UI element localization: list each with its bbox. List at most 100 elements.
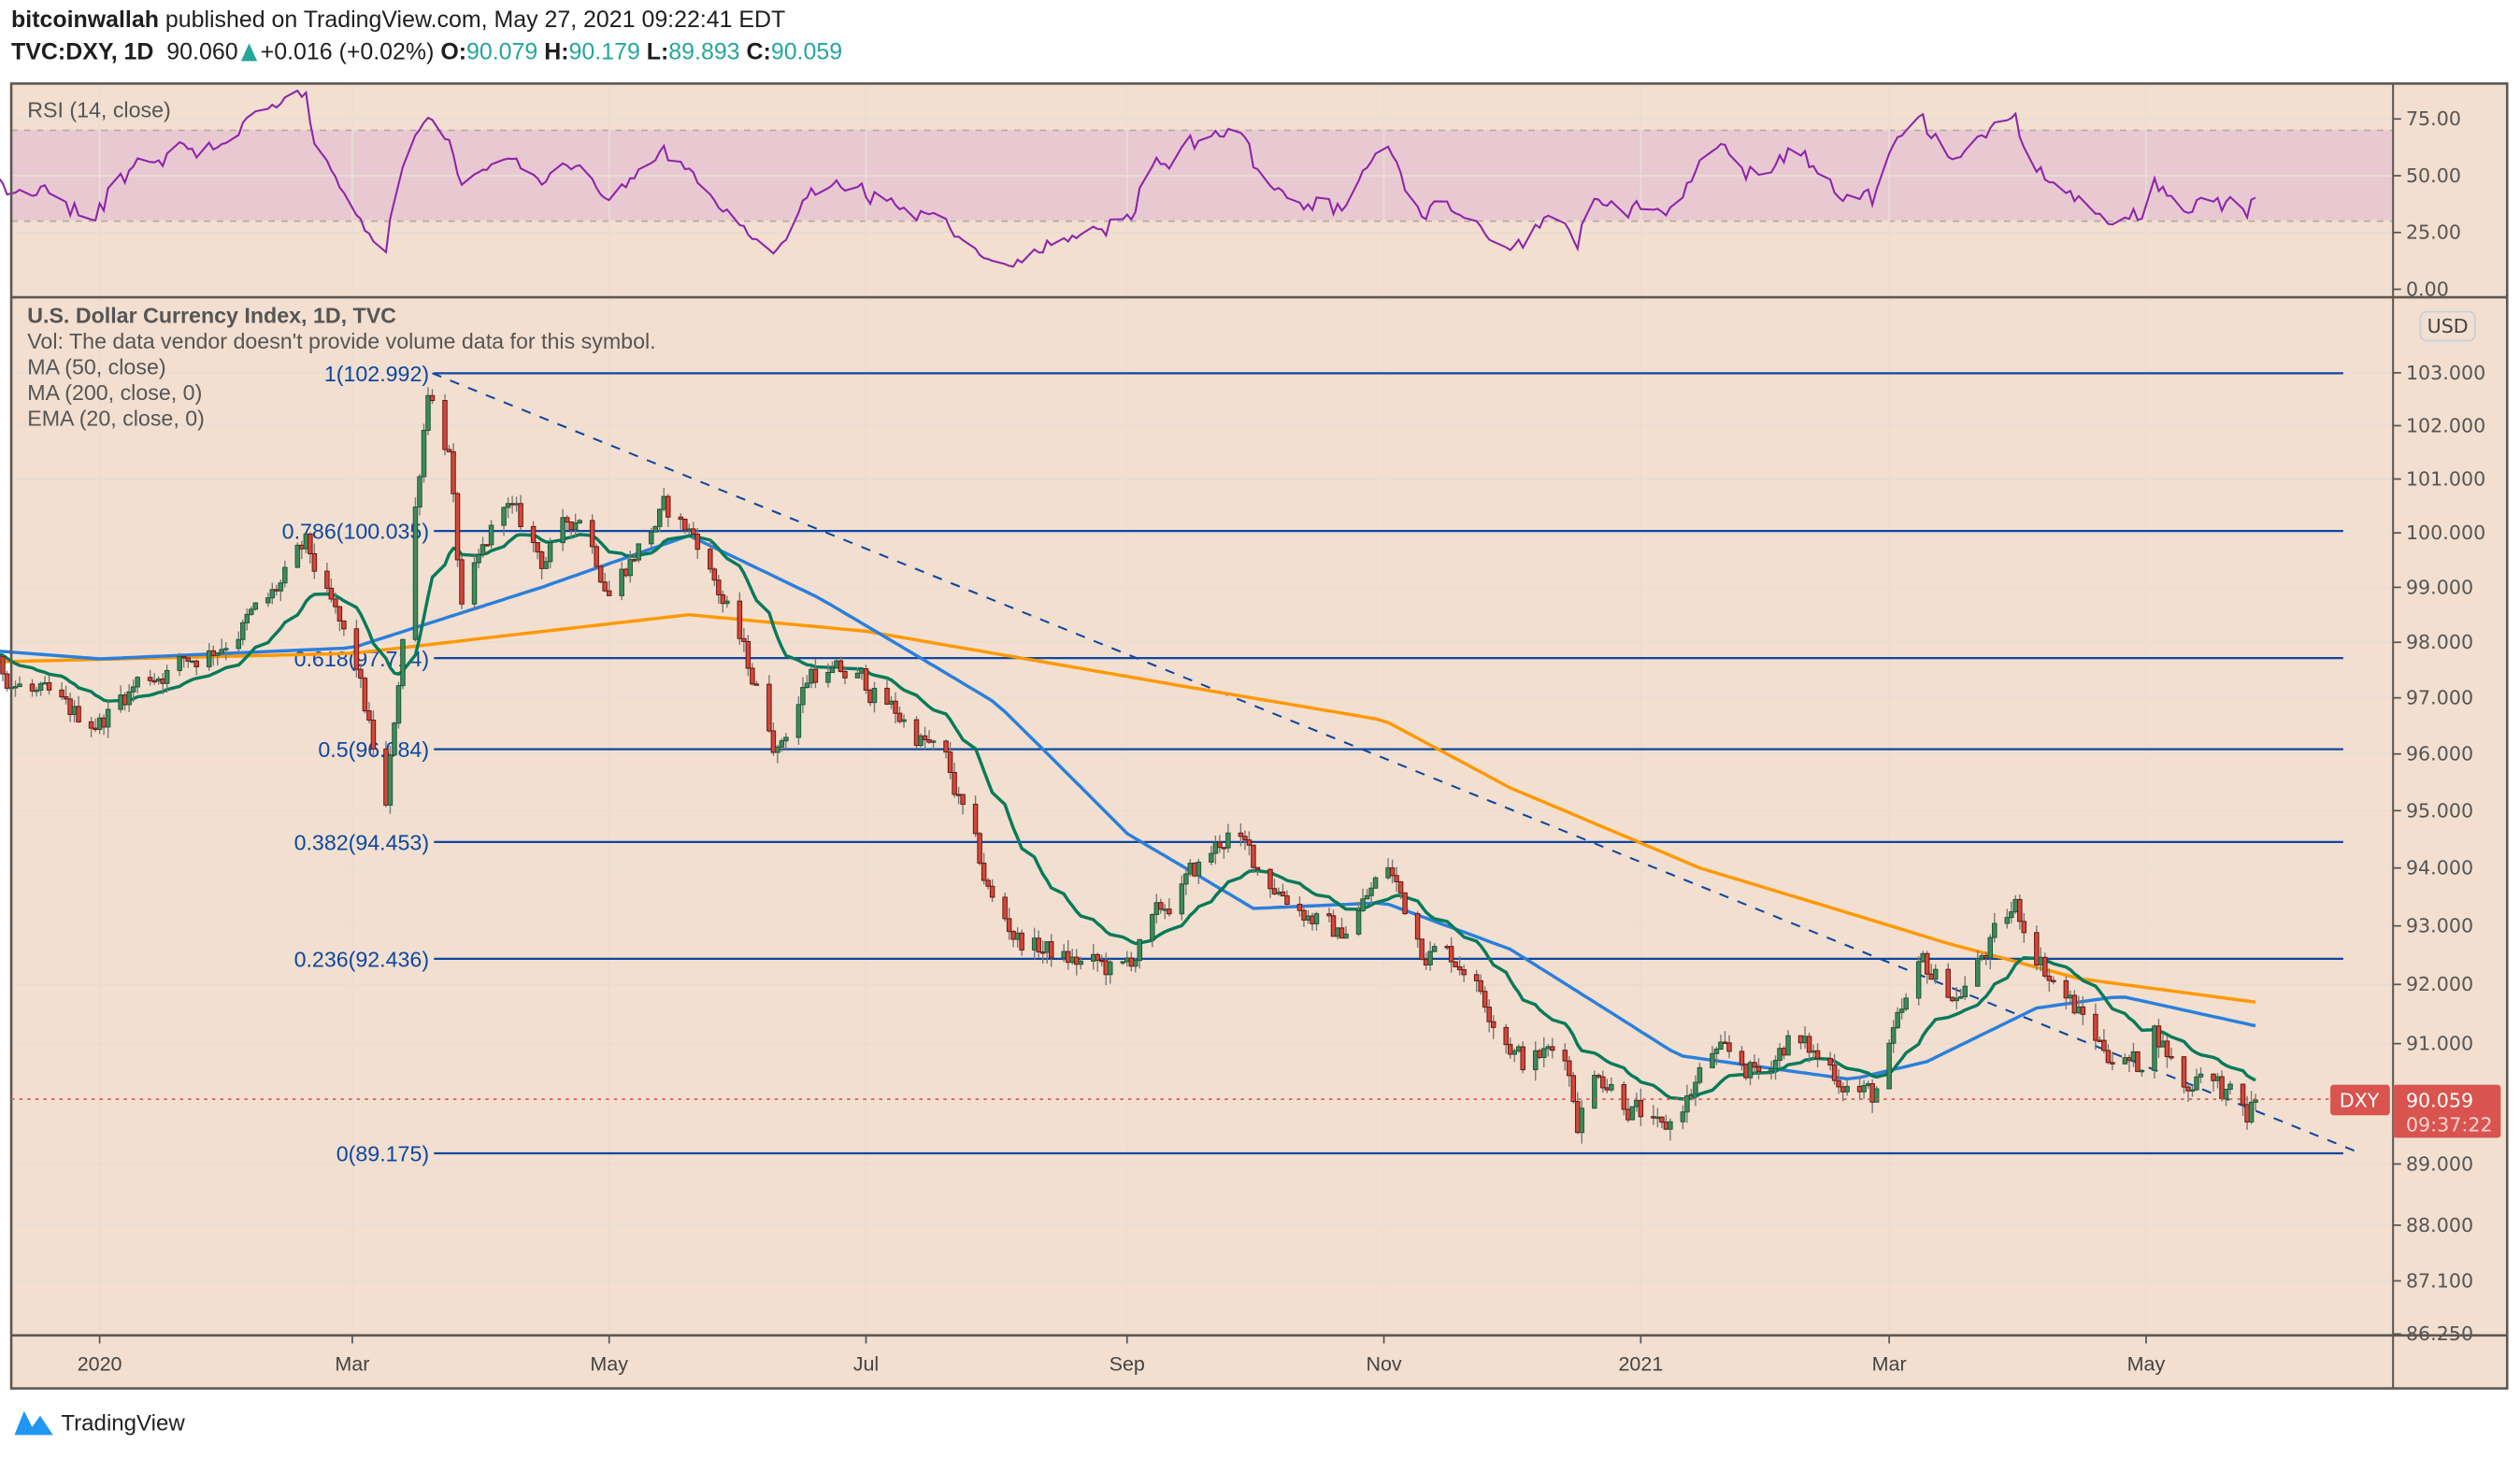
candle-body [1609,1083,1614,1091]
candle [370,710,377,758]
candle-body [193,660,199,668]
currency-badge[interactable]: USD [2419,310,2476,342]
candle [1886,1039,1892,1090]
candle-body [1179,883,1185,915]
candle-body [1192,863,1197,877]
volume-legend: Vol: The data vendor doesn't provide vol… [27,329,656,354]
candle [1251,844,1256,874]
candle [560,508,566,551]
candle-body [2017,898,2023,922]
candle [943,739,949,759]
candle-body [518,503,523,527]
candle-body [1162,908,1168,911]
candle [666,493,671,527]
candle-body [130,686,136,693]
candle [930,739,937,750]
candle-body [2105,1050,2112,1064]
series-title[interactable]: U.S. Dollar Currency Index, 1D, TVC [27,303,396,328]
candle-body [1150,914,1155,940]
candle [2034,925,2040,971]
candle-body [274,589,279,592]
candle [476,549,481,569]
candle-body [800,687,806,706]
candle [1511,1048,1517,1063]
rsi-legend[interactable]: RSI (14, close) [27,97,171,122]
candle-body [2097,1039,2103,1042]
candle-body [1209,852,1214,863]
candle-body [1945,968,1951,998]
candle-body [2189,1089,2196,1092]
candle-body [336,606,343,622]
candle [2009,901,2014,924]
ma200-legend[interactable]: MA (200, close, 0) [27,380,203,406]
candle [1945,963,1951,999]
tradingview-logo[interactable]: TradingView [13,1408,185,1437]
candle [308,532,313,564]
candle [1844,1079,1850,1096]
candle [63,685,69,705]
candle-body [842,670,848,679]
candle-body [1954,997,1959,1002]
candle-body [896,712,903,722]
candle-body [1975,958,1981,987]
candle [2152,1024,2157,1079]
candle [282,560,288,588]
candle [750,663,755,686]
candle-body [1903,997,1909,1010]
candle-body [783,736,789,742]
candle-body [1957,995,1964,999]
candle-body [42,681,48,685]
candle-body [1006,918,1012,933]
candle [311,543,318,579]
candle-body [244,613,251,623]
candle [901,714,907,728]
candle [2139,1068,2145,1077]
candle-body [1385,867,1391,879]
candle-body [1592,1075,1597,1109]
candle-body [1895,1011,1900,1029]
candle [1621,1080,1627,1116]
candle-body [1781,1048,1787,1056]
candle-body [1221,847,1227,850]
candle-body [1680,1111,1686,1122]
candle [1448,936,1454,973]
candle-body [1768,1067,1774,1072]
candle [711,567,718,586]
candle-body [1659,1116,1665,1123]
candle-body [1983,955,1989,959]
candle-body [1638,1099,1644,1118]
ma50-legend[interactable]: MA (50, close) [27,354,166,379]
candle-body [1886,1042,1892,1090]
candle [577,519,582,524]
candle [1368,881,1374,906]
candle-body [812,668,819,683]
price-change: +0.016 (+0.02%) [260,39,435,66]
candle [1427,941,1433,971]
candle-body [265,597,271,604]
candle [2021,912,2027,943]
candle-body [1932,968,1939,980]
candle-body [2009,911,2014,919]
candle [1133,957,1138,973]
candle [1596,1073,1602,1079]
candle-body [1394,875,1399,882]
candle [1768,1061,1774,1079]
candle-body [1343,933,1349,939]
candle [366,702,372,723]
candle-body [1545,1046,1552,1050]
candle-body [1811,1050,1816,1053]
candle [1954,986,1959,1009]
candle-body [505,503,511,508]
candle-body [2071,994,2078,1014]
close-label: C: [746,39,771,66]
candle [429,389,436,405]
author[interactable]: bitcoinwallah [11,7,159,35]
ema20-legend[interactable]: EMA (20, close, 0) [27,407,205,431]
candle-body [387,754,394,806]
candle [17,676,22,688]
candle-body [1187,863,1194,875]
candle [1183,867,1189,895]
candle [1684,1084,1690,1123]
candle [328,578,335,603]
